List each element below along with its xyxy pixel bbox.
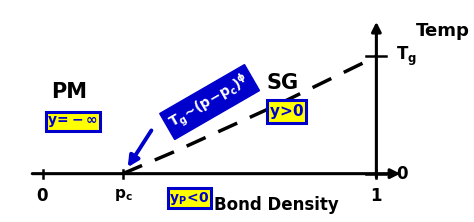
Text: $\mathbf{T_g\!\sim\!(p\!-\!p_c)^{\phi}}$: $\mathbf{T_g\!\sim\!(p\!-\!p_c)^{\phi}}$	[165, 70, 254, 134]
Text: $\mathbf{T_g}$: $\mathbf{T_g}$	[396, 45, 417, 68]
Text: Bond Density: Bond Density	[214, 196, 339, 214]
Text: $\mathbf{p_c}$: $\mathbf{p_c}$	[113, 187, 132, 203]
Text: SG: SG	[267, 73, 299, 93]
Text: Temp: Temp	[416, 22, 470, 40]
Text: $\mathbf{y\!=\!-\infty}$: $\mathbf{y\!=\!-\infty}$	[47, 114, 98, 129]
Text: $\mathbf{y\!>\!0}$: $\mathbf{y\!>\!0}$	[269, 102, 304, 121]
Text: $\mathbf{0}$: $\mathbf{0}$	[396, 165, 409, 183]
Text: $\mathbf{1}$: $\mathbf{1}$	[370, 187, 383, 205]
Text: $\mathbf{0}$: $\mathbf{0}$	[36, 187, 49, 205]
Text: $\mathbf{y_P\!<\!0}$: $\mathbf{y_P\!<\!0}$	[170, 190, 210, 206]
Text: PM: PM	[52, 82, 88, 102]
